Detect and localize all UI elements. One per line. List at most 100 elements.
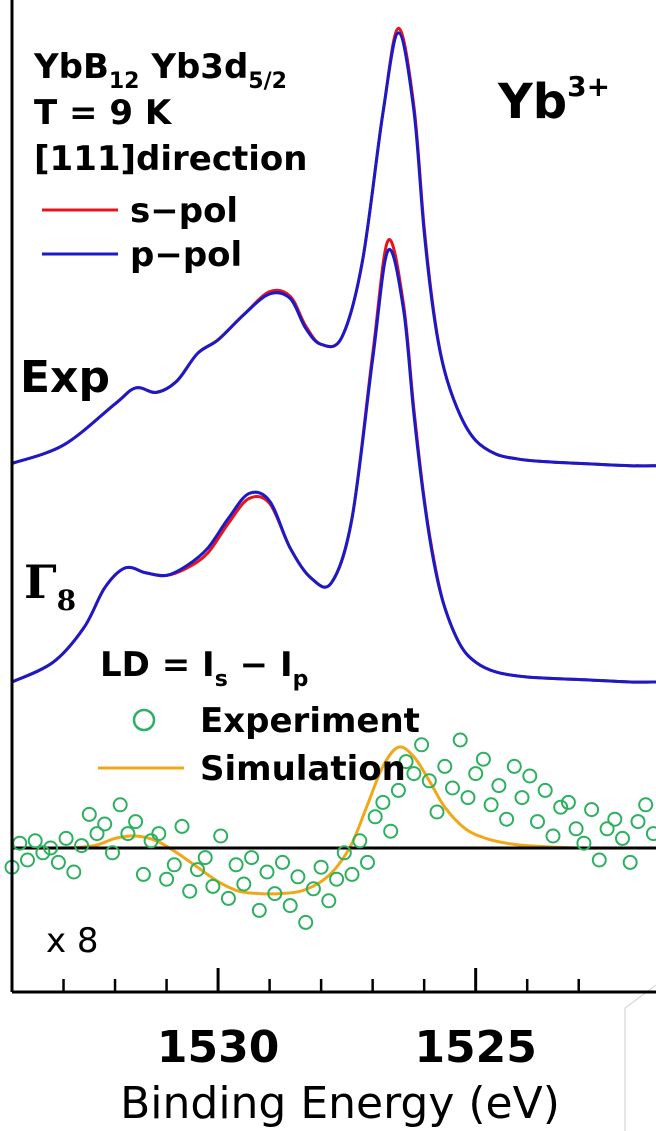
sample-label: YbB12 Yb3d5/2 [33,47,287,94]
corner-sup: 3+ [567,70,610,103]
ld-experiment-point [576,835,592,851]
direction-label: [111]direction [34,139,308,179]
ld-experiment-point [383,823,399,839]
ld-experiment-point [491,778,507,794]
ld-experiment-point [190,862,205,878]
ld-experiment-point [267,886,283,902]
legend-spol-label: s−pol [130,191,238,231]
exp-ppol-line [11,31,656,468]
ld-experiment-point [584,802,600,818]
ld-experiment-point [630,814,646,830]
ld-experiment-point [468,766,484,782]
ld-experiment-point [197,850,213,866]
ld-experiment-point [20,852,35,868]
gamma8-ppol-line [11,247,656,684]
ld-experiment-point [560,794,576,810]
ld-experiment-point [182,883,198,899]
ld-experiment-point [159,871,175,887]
ld-experiment-point [58,830,74,846]
gamma-main: Γ [24,555,57,609]
gamma8-label: Γ8 [24,555,76,617]
ld-experiment-point [483,797,499,813]
ld-experiment-point [599,821,615,837]
legend-ld: Experiment Simulation [98,701,420,789]
ld-experiment-point [615,830,630,846]
ld-experiment-point [553,799,569,815]
ld-experiment-point [406,766,422,782]
ld-experiment-point [329,871,345,887]
ld-experiment-point [105,845,120,861]
exp-label: Exp [20,352,110,403]
ld-experiment-point [244,850,260,866]
ld-experiment-point [97,816,113,832]
gamma8-spol-line [11,238,656,684]
ld-experiment-point [607,811,623,827]
ld-experiment-point [336,845,352,861]
ld-experiment-point [305,881,321,897]
ld-experiment-point [537,782,553,798]
ld-experiment-point [367,809,383,825]
sample-main: YbB [33,47,109,87]
ld-experiment-point [568,821,584,837]
ld-experiment-point [506,758,522,774]
x-tick-label: 1530 [157,1022,279,1073]
x-ticks [62,968,580,992]
ld-sub-s: s [215,667,228,692]
ld-experiment-point [591,852,607,868]
ld-experiment-point [213,828,229,844]
ld-prefix: LD = I [100,645,215,685]
curves-layer [11,26,656,896]
ld-experiment-point [120,826,136,842]
ld-experiment-point [437,758,453,774]
corner-label: Yb3+ [497,70,610,130]
sample-mid: Yb3d [140,47,249,87]
ld-experiment-point [166,857,182,873]
ld-experiment-point [414,737,430,753]
temperature-label: T = 9 K [34,93,173,133]
ld-experiment-point [352,833,368,849]
ld-experiment-point [375,794,391,810]
ld-sub-p: p [293,667,309,692]
legend-experiment-label: Experiment [200,701,420,741]
ld-experiment-point [236,876,252,892]
ld-experiment-point [282,898,298,914]
ld-experiment-point [128,814,144,830]
ld-experiment-point [275,854,290,870]
ld-experiment-point [445,780,460,796]
ld-simulation-line [11,745,656,896]
ld-experiment-point [81,806,97,822]
ld-experiment-point [313,859,329,875]
x-tick-labels: 1530 1525 [157,1022,537,1073]
ld-experiment-point [499,811,515,827]
ld-experiment-point [251,902,267,918]
sample-sub: 12 [109,69,140,94]
gamma-sub: 8 [57,584,76,617]
ld-experiment-point [112,797,128,813]
x-axis-label: Binding Energy (eV) [120,1078,560,1129]
ld-experiment-point [321,893,337,909]
ld-experiment-point [259,864,275,880]
legend-top: s−pol p−pol [42,191,242,275]
ld-experiment-point [290,869,306,885]
corner-main: Yb [497,74,567,130]
ld-experiment-point [460,790,476,806]
ld-experiment-point [344,866,360,882]
ld-experiment-point [66,864,82,880]
legend-simulation-label: Simulation [200,749,406,789]
ld-experiment-point [429,804,445,820]
ld-mid: − I [228,645,293,685]
ld-experiment-point [50,854,66,870]
ld-label: LD = Is − Ip [100,645,308,692]
scale-label: x 8 [46,921,99,961]
ld-experiment-point [205,878,221,894]
ld-experiment-point [522,768,538,784]
ld-experiment-point [452,732,468,748]
ld-experiment-point [360,854,375,870]
ld-experiment-point [530,814,545,830]
ld-experiment-point [27,833,43,849]
ld-experiment-point [421,773,437,789]
ld-experiment-point [151,826,167,842]
ld-experiment-point [220,890,236,906]
ld-experiment-point [645,826,656,842]
